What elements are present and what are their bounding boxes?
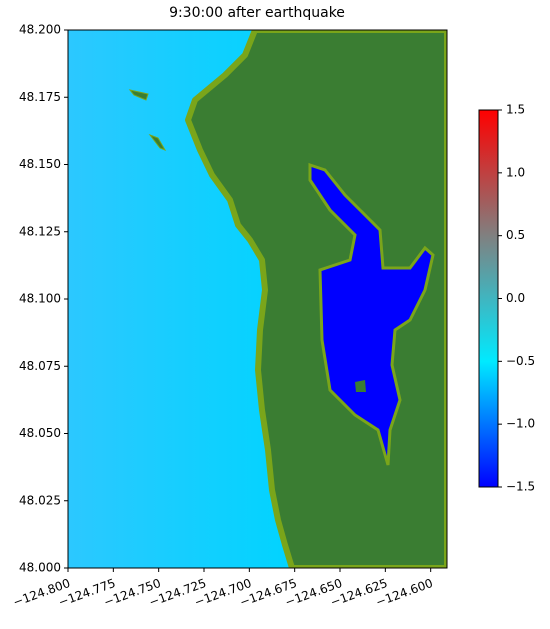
y-tick-label: 48.050 [19,426,61,440]
y-tick-label: 48.100 [19,292,61,306]
colorbar-tick-label: 1.5 [506,103,525,117]
colorbar-tick-label: −1.0 [506,417,535,431]
y-tick-label: 48.150 [19,157,61,171]
colorbar-tick-label: −0.5 [506,354,535,368]
colorbar-tick-label: 1.0 [506,165,525,179]
colorbar-tick-label: −1.5 [506,480,535,494]
inlet [308,162,435,466]
island [148,133,167,152]
chart-title: 9:30:00 after earthquake [169,5,345,21]
island [128,89,149,101]
y-tick-label: 48.175 [19,90,61,104]
island [355,380,366,392]
y-tick-label: 48.125 [19,224,61,238]
colorbar-tick-label: 0.5 [506,228,525,242]
y-tick-label: 48.200 [19,23,61,37]
colorbar-tick-label: 0.0 [506,291,525,305]
map [68,30,447,568]
colorbar [478,109,499,488]
y-tick-label: 48.075 [19,359,61,373]
y-tick-label: 48.025 [19,493,61,507]
y-tick-label: 48.000 [19,561,61,575]
